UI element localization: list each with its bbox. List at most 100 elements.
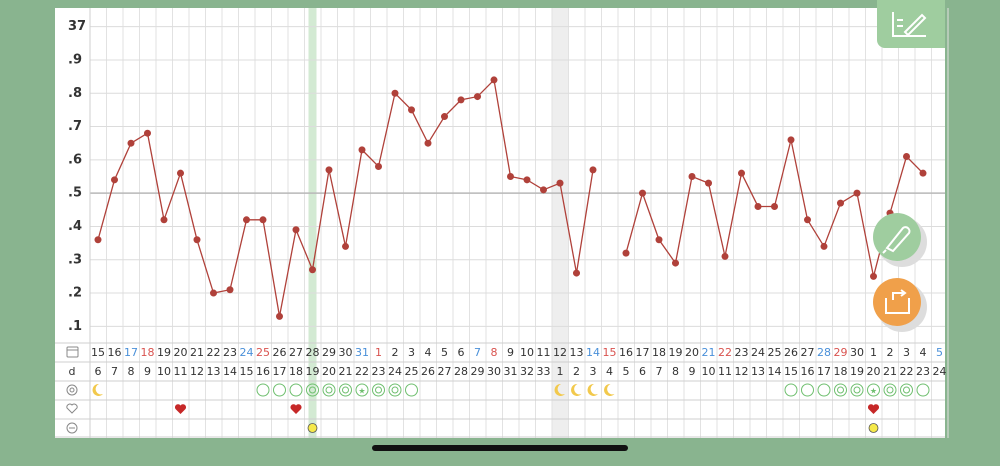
temperature-point: [243, 216, 250, 224]
cycle-day: 5: [623, 365, 630, 378]
temperature-point: [226, 286, 234, 294]
fertility-icon: [916, 383, 930, 397]
date-label: 3: [408, 346, 415, 359]
cycle-day: 12: [735, 365, 749, 378]
temperature-point: [375, 163, 382, 171]
fertility-icon: [801, 383, 814, 397]
cycle-day: 8: [128, 365, 135, 378]
y-tick-label: .4: [68, 219, 82, 234]
cycle-day: 16: [256, 365, 270, 378]
temperature-point: [705, 179, 712, 187]
temperature-point: [540, 186, 547, 194]
date-label: 10: [520, 346, 534, 359]
fertility-icon: [784, 383, 798, 397]
heart-icon: [290, 404, 302, 414]
y-tick-label: .1: [68, 319, 82, 334]
fertility-icon: [388, 383, 402, 397]
temperature-point: [507, 173, 514, 180]
top-button[interactable]: [877, 0, 945, 48]
temperature-point: [820, 242, 828, 250]
chart-panel: [55, 8, 945, 438]
cycle-day: 25: [405, 365, 419, 378]
temperature-point: [111, 176, 118, 184]
date-label: 21: [190, 346, 204, 359]
temperature-point: [655, 236, 663, 244]
fertility-icon-inner: [309, 386, 316, 394]
star-icon: ★: [870, 387, 877, 396]
cycle-day: 2: [573, 365, 580, 378]
y-tick-label: .5: [68, 186, 82, 201]
temperature-point: [193, 236, 201, 244]
star-icon: ★: [358, 387, 365, 396]
date-label: 25: [768, 346, 782, 359]
temperature-point: [325, 166, 333, 174]
temperature-point: [276, 312, 283, 320]
cycle-day: 1: [557, 365, 564, 378]
y-tick-label: .7: [68, 119, 82, 134]
temperature-point: [721, 252, 729, 260]
cycle-day: 27: [438, 365, 452, 378]
cycle-day: 33: [537, 365, 551, 378]
moon-icon: [554, 383, 565, 396]
date-label: 24: [240, 346, 254, 359]
date-label: 28: [817, 346, 831, 359]
cycle-day: 7: [111, 365, 118, 378]
date-label: 13: [570, 346, 584, 359]
ovulation-band: [308, 8, 317, 438]
cycle-day: 21: [883, 365, 897, 378]
cycle-day: 13: [207, 365, 221, 378]
date-label: 26: [784, 346, 798, 359]
date-label: 5: [441, 346, 448, 359]
cycle-day: 6: [95, 365, 102, 378]
fertility-icon-inner: [375, 386, 382, 394]
cycle-day: 18: [834, 365, 848, 378]
temperature-point: [474, 93, 481, 101]
temperature-point: [573, 269, 580, 277]
temperature-point: [210, 289, 217, 297]
date-label: 15: [91, 346, 105, 359]
cycle-day: 23: [372, 365, 386, 378]
test-icon: [307, 423, 318, 433]
temperature-point: [424, 139, 432, 147]
date-label: 28: [306, 346, 320, 359]
temperature-point: [672, 259, 679, 267]
temperature-point: [441, 113, 448, 121]
fertility-icon-inner: [903, 386, 910, 394]
cycle-day: 17: [273, 365, 287, 378]
cycle-day: 17: [817, 365, 831, 378]
temperature-point: [259, 216, 267, 224]
cycle-day: 11: [174, 365, 188, 378]
temperature-point: [804, 216, 811, 224]
date-label: 17: [124, 346, 138, 359]
temperature-point: [490, 76, 498, 84]
cycle-day: 11: [718, 365, 732, 378]
cycle-day: 13: [751, 365, 765, 378]
cycle-day: 15: [784, 365, 798, 378]
temperature-point: [408, 106, 415, 114]
cycle-day: 4: [606, 365, 613, 378]
date-label: 7: [474, 346, 481, 359]
temperature-point: [754, 202, 762, 210]
fertility-icon-inner: [325, 386, 333, 394]
date-label: 9: [507, 346, 514, 359]
cycle-day: 29: [471, 365, 485, 378]
cycle-day: 28: [454, 365, 468, 378]
temperature-point: [771, 202, 778, 210]
cycle-day: 20: [867, 365, 881, 378]
cycle-day: 19: [850, 365, 864, 378]
fertility-icon: [834, 383, 847, 397]
date-label: 25: [256, 346, 270, 359]
cycle-day: 20: [322, 365, 336, 378]
thermometer-button[interactable]: [873, 213, 927, 267]
cycle-day: 24: [933, 365, 947, 378]
date-label: 4: [920, 346, 927, 359]
date-label: 3: [903, 346, 910, 359]
share-button[interactable]: [873, 278, 927, 332]
date-label: 22: [718, 346, 732, 359]
cycle-day: 8: [672, 365, 679, 378]
fertility-icon-inner: [342, 386, 349, 394]
cycle-day: 22: [900, 365, 914, 378]
temperature-point: [622, 249, 630, 257]
cycle-day: 23: [916, 365, 930, 378]
